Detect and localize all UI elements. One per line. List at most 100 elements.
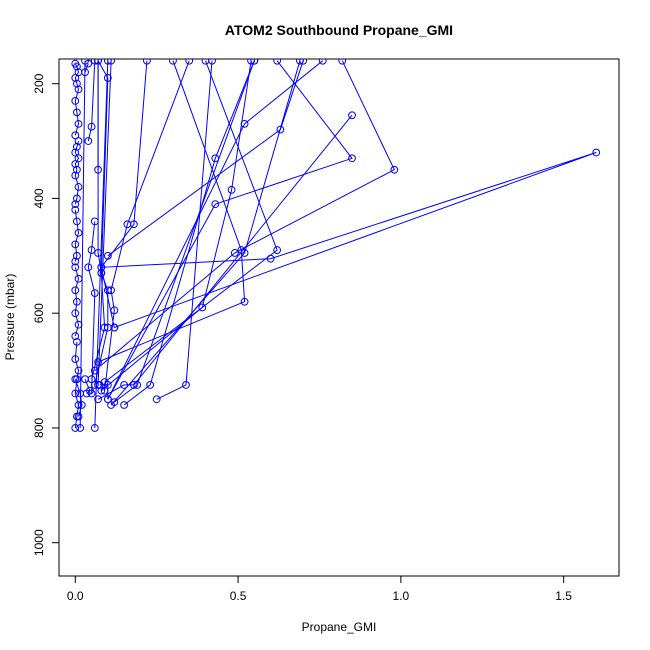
data-point: [74, 366, 83, 375]
data-point: [74, 137, 83, 145]
data-point: [73, 217, 81, 226]
data-point: [74, 85, 83, 94]
data-point: [74, 119, 83, 128]
data-point: [94, 358, 102, 366]
data-point: [103, 251, 112, 260]
data-point: [71, 309, 80, 318]
data-point: [129, 220, 138, 229]
data-point: [90, 289, 99, 298]
data-point: [73, 142, 81, 151]
data-series: [97, 59, 255, 395]
x-tick-label: 0.0: [67, 589, 84, 603]
data-point: [84, 263, 93, 272]
data-point: [76, 424, 85, 432]
data-series: [94, 59, 249, 366]
series-line: [99, 60, 324, 400]
data-series: [95, 59, 327, 404]
series-line: [94, 60, 395, 371]
data-point: [74, 412, 83, 421]
data-point: [71, 131, 80, 140]
data-point: [73, 297, 81, 306]
data-point: [71, 389, 80, 398]
y-tick-label: 800: [32, 418, 46, 438]
data-point: [198, 303, 207, 312]
x-tick-label: 1.5: [555, 589, 572, 603]
series-line: [123, 60, 255, 406]
data-point: [240, 249, 249, 257]
data-point: [73, 79, 81, 88]
data-point: [84, 137, 93, 145]
data-point: [240, 297, 249, 306]
data-point: [74, 154, 83, 163]
data-series: [94, 59, 115, 389]
data-point: [90, 59, 99, 65]
data-point: [592, 148, 601, 157]
data-point: [71, 96, 80, 105]
series-line: [79, 60, 86, 429]
series-line: [74, 341, 80, 429]
data-series: [100, 59, 282, 386]
data-point: [296, 59, 304, 65]
data-series: [103, 59, 308, 260]
data-point: [71, 59, 80, 68]
data-series: [71, 263, 83, 341]
data-point: [100, 378, 109, 386]
series-line: [104, 60, 278, 383]
data-point: [73, 165, 81, 174]
data-series: [100, 59, 194, 395]
series-line: [104, 60, 190, 391]
series-line: [94, 60, 109, 429]
data-point: [247, 59, 255, 65]
series-line: [97, 114, 353, 400]
data-series: [90, 59, 399, 375]
data-point: [94, 165, 102, 174]
data-point: [90, 366, 99, 375]
data-point: [100, 386, 109, 395]
data-point: [71, 148, 80, 157]
data-point: [71, 200, 80, 209]
data-point: [318, 59, 327, 65]
data-series: [94, 111, 356, 404]
data-point: [73, 337, 81, 346]
data-point: [169, 59, 177, 65]
data-point: [182, 381, 190, 389]
data-point: [71, 286, 80, 295]
plot-area: [71, 59, 601, 432]
x-axis-title: Propane_GMI: [302, 620, 377, 634]
data-point: [107, 401, 115, 409]
data-point: [338, 59, 347, 65]
data-point: [348, 154, 356, 163]
data-point: [185, 59, 194, 65]
data-point: [107, 59, 115, 65]
data-point: [84, 59, 93, 68]
data-series: [84, 59, 99, 145]
data-point: [74, 183, 83, 191]
y-tick-label: 200: [32, 73, 46, 93]
data-point: [71, 257, 80, 266]
x-axis: 0.0 0.5 1.0 1.5: [67, 575, 572, 603]
y-tick-label: 600: [32, 303, 46, 323]
data-series: [152, 59, 216, 404]
data-point: [71, 332, 80, 341]
data-point: [103, 395, 112, 404]
data-point: [73, 251, 81, 260]
data-point: [71, 206, 80, 214]
x-tick-label: 1.0: [393, 589, 410, 603]
series-line: [97, 60, 112, 385]
data-series: [71, 137, 83, 209]
data-point: [227, 185, 236, 194]
data-point: [390, 165, 399, 174]
data-series: [90, 59, 112, 432]
series-line: [74, 379, 83, 417]
data-point: [211, 200, 220, 209]
data-point: [110, 323, 119, 332]
data-point: [143, 59, 151, 65]
series-line: [84, 63, 89, 73]
series-line: [74, 267, 80, 337]
data-point: [81, 68, 89, 77]
data-point: [230, 249, 239, 257]
data-point: [71, 171, 80, 180]
data-point: [71, 74, 80, 82]
series-line: [100, 60, 252, 392]
series-line: [74, 209, 80, 262]
